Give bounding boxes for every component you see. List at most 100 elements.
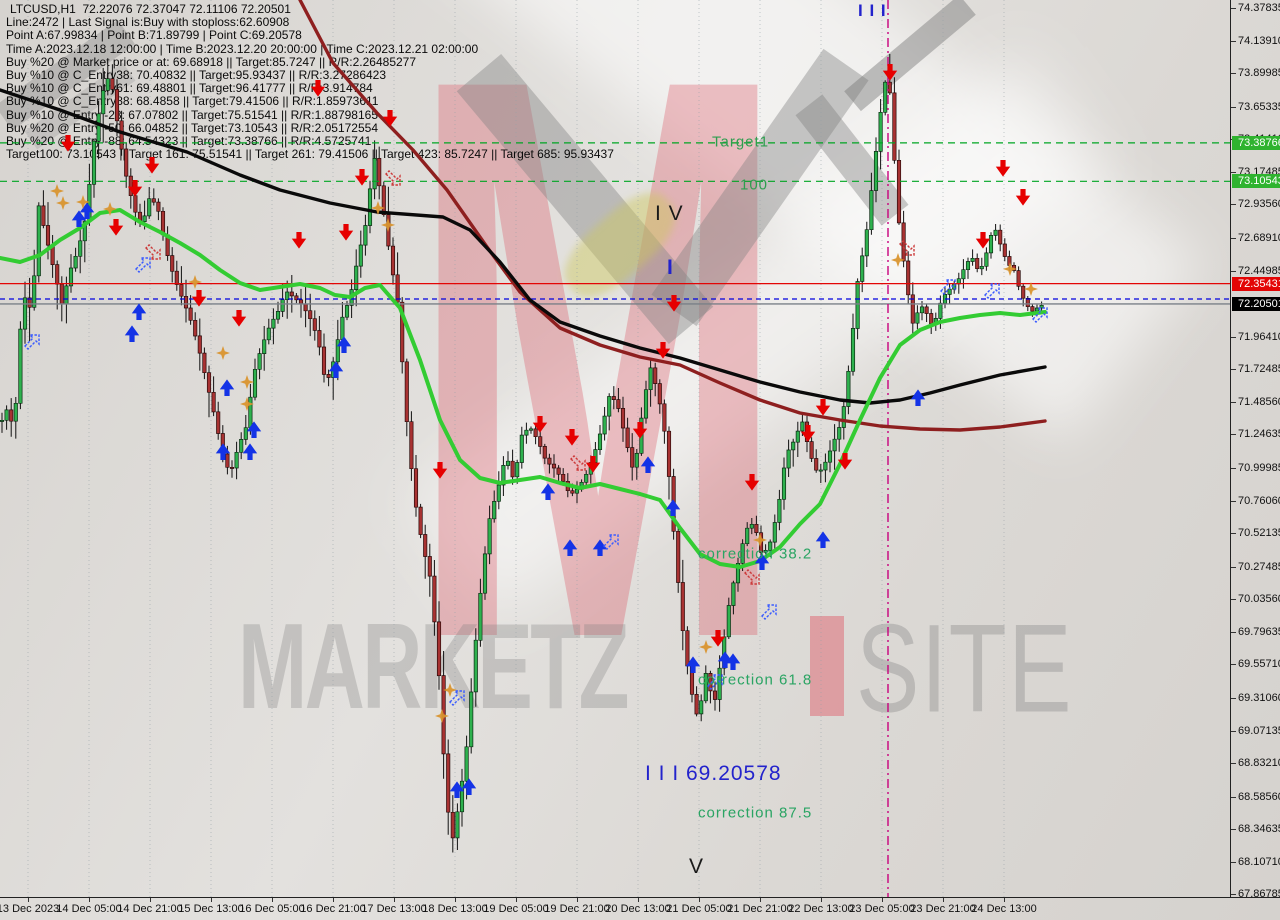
time-tick [577, 898, 578, 902]
sell-signal-arrow-icon [564, 429, 580, 446]
chart-annotation: I [667, 256, 674, 279]
bear-candles [9, 78, 1035, 839]
hollow-buy-arrow-icon [135, 257, 151, 273]
sell-signal-arrow-icon [191, 290, 207, 307]
buy-signal-arrow-icon [815, 531, 831, 548]
fractal-star-icon [753, 533, 767, 547]
buy-signal-arrow-icon [562, 539, 578, 556]
hollow-buy-arrow-icon [449, 690, 465, 706]
hollow-sell-arrow-icon [145, 244, 161, 260]
chart-annotation: 100 [740, 176, 768, 193]
price-tick [1231, 796, 1236, 798]
fractal-star-icon [1003, 262, 1017, 276]
buy-signal-arrow-icon [124, 325, 140, 342]
hollow-buy-arrow-icon [1032, 307, 1048, 323]
price-badge: 72.35431 [1232, 276, 1280, 291]
sell-signal-arrow-icon [1015, 189, 1031, 206]
time-axis[interactable]: 13 Dec 2023 14 Dec 05:00 14 Dec 21:00 15 De… [0, 897, 1280, 920]
hollow-buy-arrow-icon [940, 279, 956, 295]
fractal-star-icon [188, 275, 202, 289]
sell-signal-arrow-icon [815, 399, 831, 416]
price-tick [1231, 698, 1236, 700]
sell-signal-arrow-icon [655, 342, 671, 359]
time-tick [1004, 898, 1005, 902]
sell-signal-arrow-icon [532, 416, 548, 433]
price-badge: 73.10543 [1232, 174, 1280, 189]
sell-signal-arrow-icon [354, 169, 370, 186]
time-label: 13 Dec 2023 [0, 903, 60, 915]
price-tick [1231, 270, 1236, 272]
buy-signal-arrow-icon [219, 379, 235, 396]
hollow-buy-arrow-icon [984, 283, 1000, 299]
price-tick [1231, 204, 1236, 206]
price-tick [1231, 566, 1236, 568]
time-label: 16 Dec 05:00 [239, 903, 305, 915]
price-badge: 72.20501 [1232, 296, 1280, 311]
sell-signal-arrow-icon [666, 295, 682, 312]
info-line-1: Line:2472 | Last Signal is:Buy with stop… [6, 15, 290, 30]
time-label: 19 Dec 21:00 [544, 903, 610, 915]
price-axis[interactable]: 74.3783574.1391073.8998573.6533573.41410… [1230, 0, 1280, 900]
fractal-star-icon [76, 195, 90, 209]
candlestick-chart[interactable]: Target1 100 I V I I I I correction 38.2 correc… [0, 0, 1230, 897]
chart-annotation: I I I 69.20578 [645, 762, 782, 785]
price-label: 71.72485 [1238, 363, 1280, 376]
indicator-info-panel: LTCUSD,H1 72.22076 72.37047 72.11106 72.… [6, 2, 614, 161]
price-label: 68.10710 [1238, 855, 1280, 868]
time-label: 21 Dec 05:00 [666, 903, 732, 915]
price-label: 70.99985 [1238, 462, 1280, 475]
buy-signal-arrow-icon [717, 651, 733, 668]
chart-plot-area[interactable]: M MARKETZ SITE LTCUSD,H1 72.22076 72.370… [0, 0, 1230, 897]
info-line-4: Buy %20 @ Market price or at: 69.68918 |… [6, 54, 417, 69]
fractal-star-icon [435, 709, 449, 723]
time-tick [516, 898, 517, 902]
sell-signal-arrow-icon [995, 160, 1011, 177]
fractal-star-icon [56, 196, 70, 210]
price-label: 71.48560 [1238, 395, 1280, 408]
buy-signal-arrow-icon [449, 781, 465, 798]
sell-signal-arrow-icon [108, 219, 124, 236]
fractal-star-icon [103, 202, 117, 216]
time-tick [333, 898, 334, 902]
fractal-star-icon [240, 397, 254, 411]
fractal-star-icon [240, 375, 254, 389]
buy-signal-arrow-icon [540, 483, 556, 500]
time-tick [760, 898, 761, 902]
time-label: 23 Dec 21:00 [910, 903, 976, 915]
hollow-sell-arrow-icon [899, 240, 915, 256]
buy-signal-arrow-icon [79, 202, 95, 219]
price-tick [1231, 401, 1236, 403]
sell-signal-arrow-icon [837, 453, 853, 470]
price-tick [1231, 533, 1236, 535]
sell-signal-arrow-icon [710, 630, 726, 647]
time-label: 20 Dec 13:00 [605, 903, 671, 915]
time-tick [28, 898, 29, 902]
price-tick [1231, 238, 1236, 239]
sell-signal-arrow-icon [127, 180, 143, 197]
price-tick [1231, 664, 1236, 666]
sell-signal-arrow-icon [432, 462, 448, 479]
buy-signal-arrow-icon [328, 361, 344, 378]
chart-annotation: correction 87.5 [698, 804, 812, 821]
time-tick [638, 898, 639, 902]
buy-signal-arrow-icon [215, 443, 231, 460]
buy-signal-arrow-icon [910, 389, 926, 406]
time-tick [821, 898, 822, 902]
hollow-buy-arrow-icon [707, 674, 723, 690]
sell-signal-arrow-icon [975, 232, 991, 249]
price-tick [1231, 8, 1236, 9]
chart-annotation: V [689, 855, 704, 878]
fast-ma-line [0, 208, 1047, 569]
price-label: 73.89985 [1238, 67, 1280, 80]
hollow-buy-arrow-icon [761, 604, 777, 620]
sell-signal-arrow-icon [585, 456, 601, 473]
price-label: 74.37835 [1238, 2, 1280, 14]
price-label: 71.96410 [1238, 330, 1280, 343]
time-label: 23 Dec 05:00 [849, 903, 915, 915]
time-tick [89, 898, 90, 902]
price-label: 70.03560 [1238, 593, 1280, 606]
price-tick [1231, 434, 1236, 436]
time-label: 24 Dec 13:00 [971, 903, 1037, 915]
price-tick [1231, 763, 1236, 765]
